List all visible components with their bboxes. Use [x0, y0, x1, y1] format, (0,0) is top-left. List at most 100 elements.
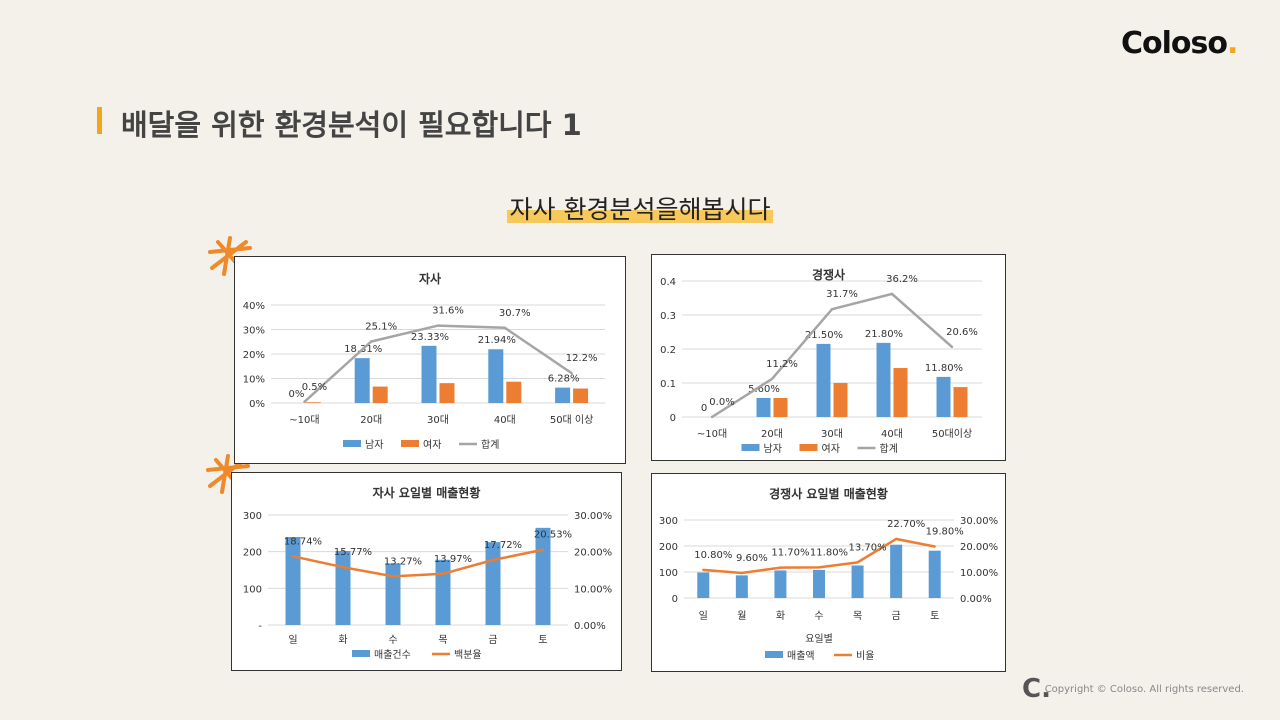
- bar-매출건수: [285, 537, 301, 625]
- x-tick-label: 50대 이상: [550, 414, 594, 426]
- bar-남자: [876, 342, 891, 417]
- y-tick-label: 100: [659, 568, 678, 579]
- legend-swatch: [741, 444, 760, 451]
- line-point: [817, 566, 821, 569]
- legend-label: 매출건수: [374, 649, 411, 661]
- line-data-label: 17.72%: [484, 540, 522, 551]
- line-data-label: 13.70%: [849, 542, 887, 553]
- line-data-label: 11.70%: [771, 548, 809, 559]
- line-point: [303, 400, 306, 403]
- line-data-label: 31.6%: [432, 306, 464, 317]
- x-tick-label: 월: [737, 610, 746, 622]
- legend-item: 합계: [857, 443, 898, 455]
- line-point: [541, 548, 545, 551]
- line-data-label: 22.70%: [887, 519, 925, 530]
- y-tick-label: 0%: [249, 399, 265, 410]
- line-point: [441, 572, 445, 575]
- y2-tick-label: 30.00%: [574, 511, 612, 522]
- bar-여자: [953, 387, 968, 417]
- y2-tick-label: 20.00%: [574, 548, 612, 559]
- y2-tick-label: 0.00%: [574, 621, 606, 632]
- legend-label: 백분율: [454, 649, 482, 661]
- x-tick-label: 일: [699, 610, 708, 622]
- slide-title: 배달을 위한 환경분석이 필요합니다 1: [121, 108, 582, 142]
- chart-title: 경쟁사: [812, 267, 845, 282]
- y-tick-label: 200: [243, 548, 262, 559]
- legend-label: 남자: [365, 439, 383, 451]
- x-tick-label: 목: [438, 634, 447, 646]
- y2-tick-label: 10.00%: [574, 584, 612, 595]
- x-tick-label: 금: [892, 610, 901, 622]
- x-tick-label: 40대: [494, 414, 516, 426]
- line-point: [933, 545, 936, 548]
- legend-label: 합계: [481, 439, 499, 451]
- line-point: [370, 340, 373, 343]
- y-tick-label: 40%: [243, 301, 265, 312]
- coloso-logo: Coloso.: [1121, 26, 1238, 61]
- line-data-label: 13.97%: [434, 554, 472, 565]
- x-tick-label: 화: [338, 634, 347, 646]
- line-point: [894, 537, 898, 541]
- bar-data-label: 21.50%: [805, 330, 843, 341]
- line-data-label: 13.27%: [384, 556, 422, 567]
- bar-data-label: 5.60%: [748, 384, 780, 395]
- x-tick-label: 화: [776, 610, 785, 622]
- legend-item: 합계: [459, 439, 499, 451]
- bar-여자: [506, 381, 522, 403]
- x-tick-label: 수: [388, 634, 397, 646]
- bar-남자: [354, 358, 370, 403]
- bar-data-label: 0: [701, 403, 707, 414]
- y-tick-label: 30%: [243, 326, 265, 337]
- bar-남자: [816, 343, 831, 417]
- bar-매출액: [774, 570, 787, 598]
- legend-label: 여자: [822, 443, 840, 455]
- line-data-label: 11.80%: [810, 547, 848, 558]
- line-point: [770, 377, 774, 381]
- line-data-label: 20.6%: [946, 327, 978, 338]
- y-tick-label: 0.3: [660, 311, 676, 322]
- x-tick-label: ~10대: [697, 428, 727, 440]
- y-tick-label: 10%: [243, 375, 265, 386]
- line-백분율: [292, 548, 544, 578]
- line-data-label: 30.7%: [499, 308, 531, 319]
- line-data-label: 10.80%: [694, 550, 732, 561]
- legend-swatch: [401, 440, 419, 447]
- line-data-label: 12.2%: [566, 353, 598, 364]
- legend-label: 비율: [856, 650, 874, 662]
- line-point: [436, 324, 440, 327]
- footer-copyright: Copyright © Coloso. All rights reserved.: [1044, 684, 1244, 695]
- bar-매출액: [813, 569, 825, 598]
- bar-매출액: [851, 565, 864, 598]
- x-tick-label: 토: [930, 611, 939, 622]
- x-tick-label: 30대: [821, 428, 843, 440]
- line-point: [710, 415, 714, 419]
- y-tick-label: 20%: [243, 350, 265, 361]
- bar-data-label: 0%: [288, 389, 304, 400]
- bar-여자: [305, 402, 321, 403]
- bar-매출액: [735, 575, 748, 598]
- x-tick-label: 50대이상: [932, 428, 972, 440]
- line-point: [890, 292, 894, 296]
- line-data-label: 11.2%: [766, 359, 798, 370]
- line-data-label: 0.5%: [302, 382, 327, 393]
- line-data-label: 31.7%: [826, 289, 858, 300]
- star-doodle-icon: [208, 236, 252, 276]
- line-합계: [711, 292, 953, 419]
- line-data-label: 25.1%: [365, 322, 397, 333]
- bar-여자: [439, 383, 455, 403]
- legend-item: 남자: [343, 439, 383, 451]
- legend-swatch: [799, 444, 818, 451]
- line-point: [341, 565, 345, 569]
- x-tick-label: 일: [288, 634, 297, 646]
- bar-data-label: 21.94%: [478, 335, 516, 346]
- x-tick-label: 목: [853, 610, 862, 622]
- y-tick-label: -: [258, 621, 262, 632]
- y-tick-label: 0.4: [660, 277, 676, 288]
- bar-여자: [372, 386, 388, 403]
- line-data-label: 36.2%: [886, 274, 918, 285]
- line-data-label: 19.80%: [926, 527, 964, 538]
- line-point: [856, 561, 859, 564]
- line-point: [779, 566, 782, 569]
- own-weekday-sales-chart: 자사 요일별 매출현황 - 100 200 300 0.00% 10.00% 20.00% 30…: [231, 472, 622, 671]
- y-tick-label: 0: [670, 413, 676, 424]
